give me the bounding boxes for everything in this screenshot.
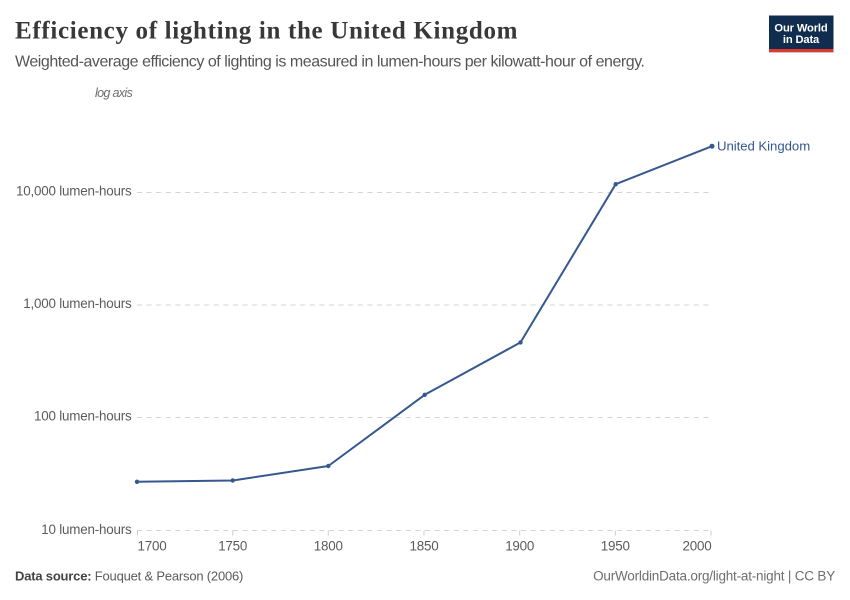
svg-text:1950: 1950 xyxy=(601,539,630,554)
svg-text:1750: 1750 xyxy=(218,539,247,554)
svg-text:1900: 1900 xyxy=(505,539,534,554)
svg-text:OurWorldinData.org/light-at-ni: OurWorldinData.org/light-at-night | CC B… xyxy=(593,569,835,584)
svg-text:in Data: in Data xyxy=(783,34,820,46)
svg-text:2000: 2000 xyxy=(683,539,712,554)
svg-text:1850: 1850 xyxy=(410,539,439,554)
svg-text:Weighted-average efficiency of: Weighted-average efficiency of lighting … xyxy=(15,53,645,70)
svg-text:1800: 1800 xyxy=(314,539,343,554)
svg-text:1,000 lumen-hours: 1,000 lumen-hours xyxy=(23,296,132,311)
svg-text:Data source: Fouquet & Pearson: Data source: Fouquet & Pearson (2006) xyxy=(15,569,243,584)
svg-text:United Kingdom: United Kingdom xyxy=(717,139,810,154)
svg-text:log axis: log axis xyxy=(95,86,134,100)
svg-text:1700: 1700 xyxy=(138,539,167,554)
svg-text:Efficiency of lighting in the: Efficiency of lighting in the United Kin… xyxy=(15,17,518,44)
svg-text:10,000 lumen-hours: 10,000 lumen-hours xyxy=(16,183,132,198)
svg-text:100 lumen-hours: 100 lumen-hours xyxy=(34,409,132,424)
svg-text:Our World: Our World xyxy=(774,22,827,34)
svg-text:10 lumen-hours: 10 lumen-hours xyxy=(41,522,132,537)
